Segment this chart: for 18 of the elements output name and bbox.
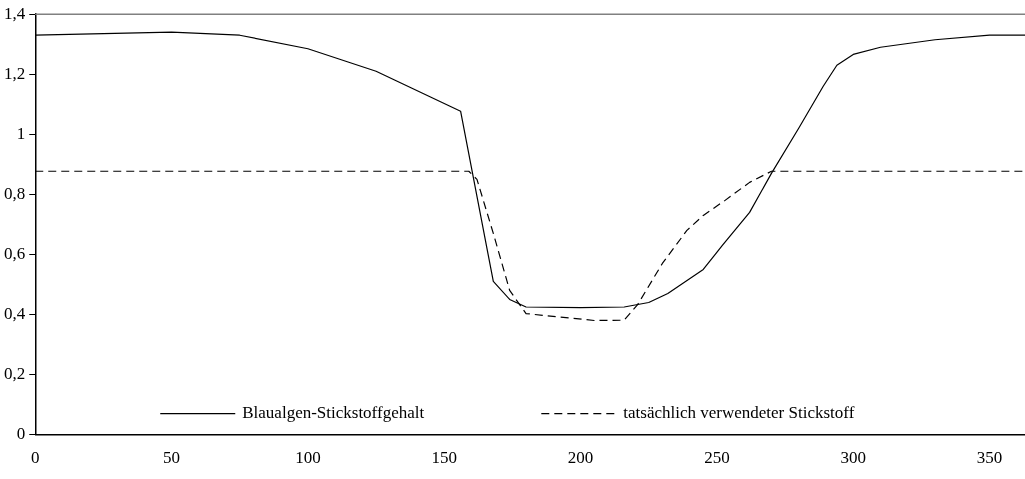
y-tick-label: 0,6 bbox=[4, 243, 26, 263]
y-tick-label: 0,2 bbox=[4, 364, 26, 384]
legend-label: tatsächlich verwendeter Stickstoff bbox=[623, 403, 855, 423]
x-tick-label: 250 bbox=[704, 448, 730, 468]
x-tick-label: 100 bbox=[295, 448, 321, 468]
x-tick-label: 150 bbox=[431, 448, 457, 468]
y-tick-label: 1,4 bbox=[4, 3, 26, 23]
x-tick-label: 50 bbox=[163, 448, 181, 468]
legend-label: Blaualgen-Stickstoffgehalt bbox=[242, 403, 425, 423]
y-tick-label: 0,4 bbox=[4, 303, 26, 323]
x-tick-label: 300 bbox=[840, 448, 866, 468]
y-tick-label: 0,8 bbox=[4, 183, 26, 203]
y-tick-label: 1 bbox=[16, 123, 26, 143]
x-tick-label: 0 bbox=[31, 448, 40, 468]
y-tick-label: 0 bbox=[16, 424, 26, 444]
x-tick-label: 200 bbox=[567, 448, 594, 468]
y-tick-label: 1,2 bbox=[4, 63, 26, 83]
x-tick-label: 350 bbox=[976, 448, 1003, 468]
